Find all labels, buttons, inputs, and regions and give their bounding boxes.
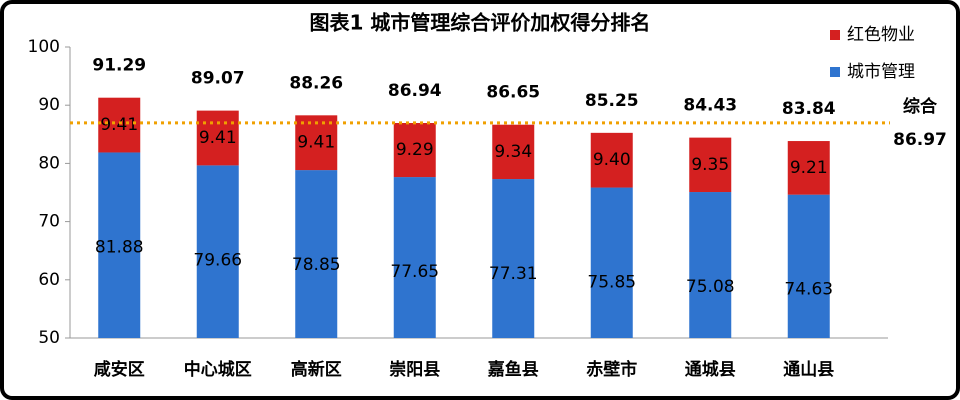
data-label: 78.85 (292, 255, 341, 275)
data-label: 77.31 (489, 264, 538, 284)
bar-segment (492, 179, 535, 338)
legend-swatch (830, 30, 840, 40)
total-label: 91.29 (92, 56, 146, 76)
data-label: 9.29 (396, 140, 434, 160)
data-label: 9.41 (199, 128, 237, 148)
x-tick-label: 通城县 (685, 360, 736, 380)
x-tick-label: 通山县 (783, 360, 834, 380)
data-label: 77.65 (390, 262, 439, 282)
bar-segment (98, 152, 141, 338)
data-label: 9.41 (100, 115, 138, 135)
data-label: 75.85 (587, 273, 636, 293)
x-tick-label: 咸安区 (94, 359, 145, 380)
x-tick-label: 中心城区 (184, 359, 252, 380)
data-label: 9.21 (790, 158, 828, 178)
bar-segment (98, 97, 141, 153)
bar-segment (393, 177, 436, 338)
x-tick-label: 嘉鱼县 (487, 359, 539, 380)
total-label: 85.25 (585, 91, 639, 111)
data-label: 79.66 (193, 250, 242, 270)
data-label: 9.34 (494, 142, 532, 162)
bar-segment (787, 141, 830, 195)
total-label: 86.65 (486, 83, 540, 103)
bar-segment (689, 137, 732, 193)
total-label: 89.07 (191, 69, 245, 89)
data-label: 81.88 (95, 237, 144, 257)
y-tick-label: 100 (28, 37, 60, 57)
bar-segment (492, 124, 535, 180)
bar-segment (196, 165, 239, 338)
y-tick-label: 80 (38, 153, 60, 173)
total-label: 83.84 (782, 99, 836, 119)
bar-segment (590, 132, 633, 188)
total-label: 86.94 (388, 81, 442, 101)
bar-segment (787, 194, 830, 338)
data-label: 9.40 (593, 150, 631, 170)
x-tick-label: 高新区 (291, 359, 342, 380)
data-label: 9.41 (297, 133, 335, 153)
reference-value: 86.97 (893, 130, 947, 150)
legend-label: 红色物业 (847, 25, 915, 45)
bar-segment (590, 187, 633, 338)
total-label: 84.43 (683, 96, 737, 116)
y-tick-label: 50 (38, 328, 60, 348)
y-tick-label: 60 (38, 270, 60, 290)
data-label: 74.63 (784, 280, 833, 300)
y-tick-label: 90 (38, 95, 60, 115)
chart-title: 图表1 城市管理综合评价加权得分排名 (310, 11, 651, 35)
data-label: 75.08 (686, 277, 735, 297)
x-tick-label: 崇阳县 (389, 360, 440, 380)
y-tick-label: 70 (38, 212, 60, 232)
bar-segment (689, 192, 732, 338)
x-tick-label: 赤壁市 (586, 359, 637, 380)
data-label: 9.35 (691, 155, 729, 175)
bar-segment (295, 170, 338, 338)
legend-swatch (830, 67, 840, 77)
bar-segment (393, 123, 436, 178)
bar-segment (295, 115, 338, 171)
total-label: 88.26 (289, 73, 343, 93)
legend-label: 城市管理 (847, 62, 915, 82)
reference-name: 综合 (903, 96, 938, 117)
bar-segment (196, 110, 239, 166)
